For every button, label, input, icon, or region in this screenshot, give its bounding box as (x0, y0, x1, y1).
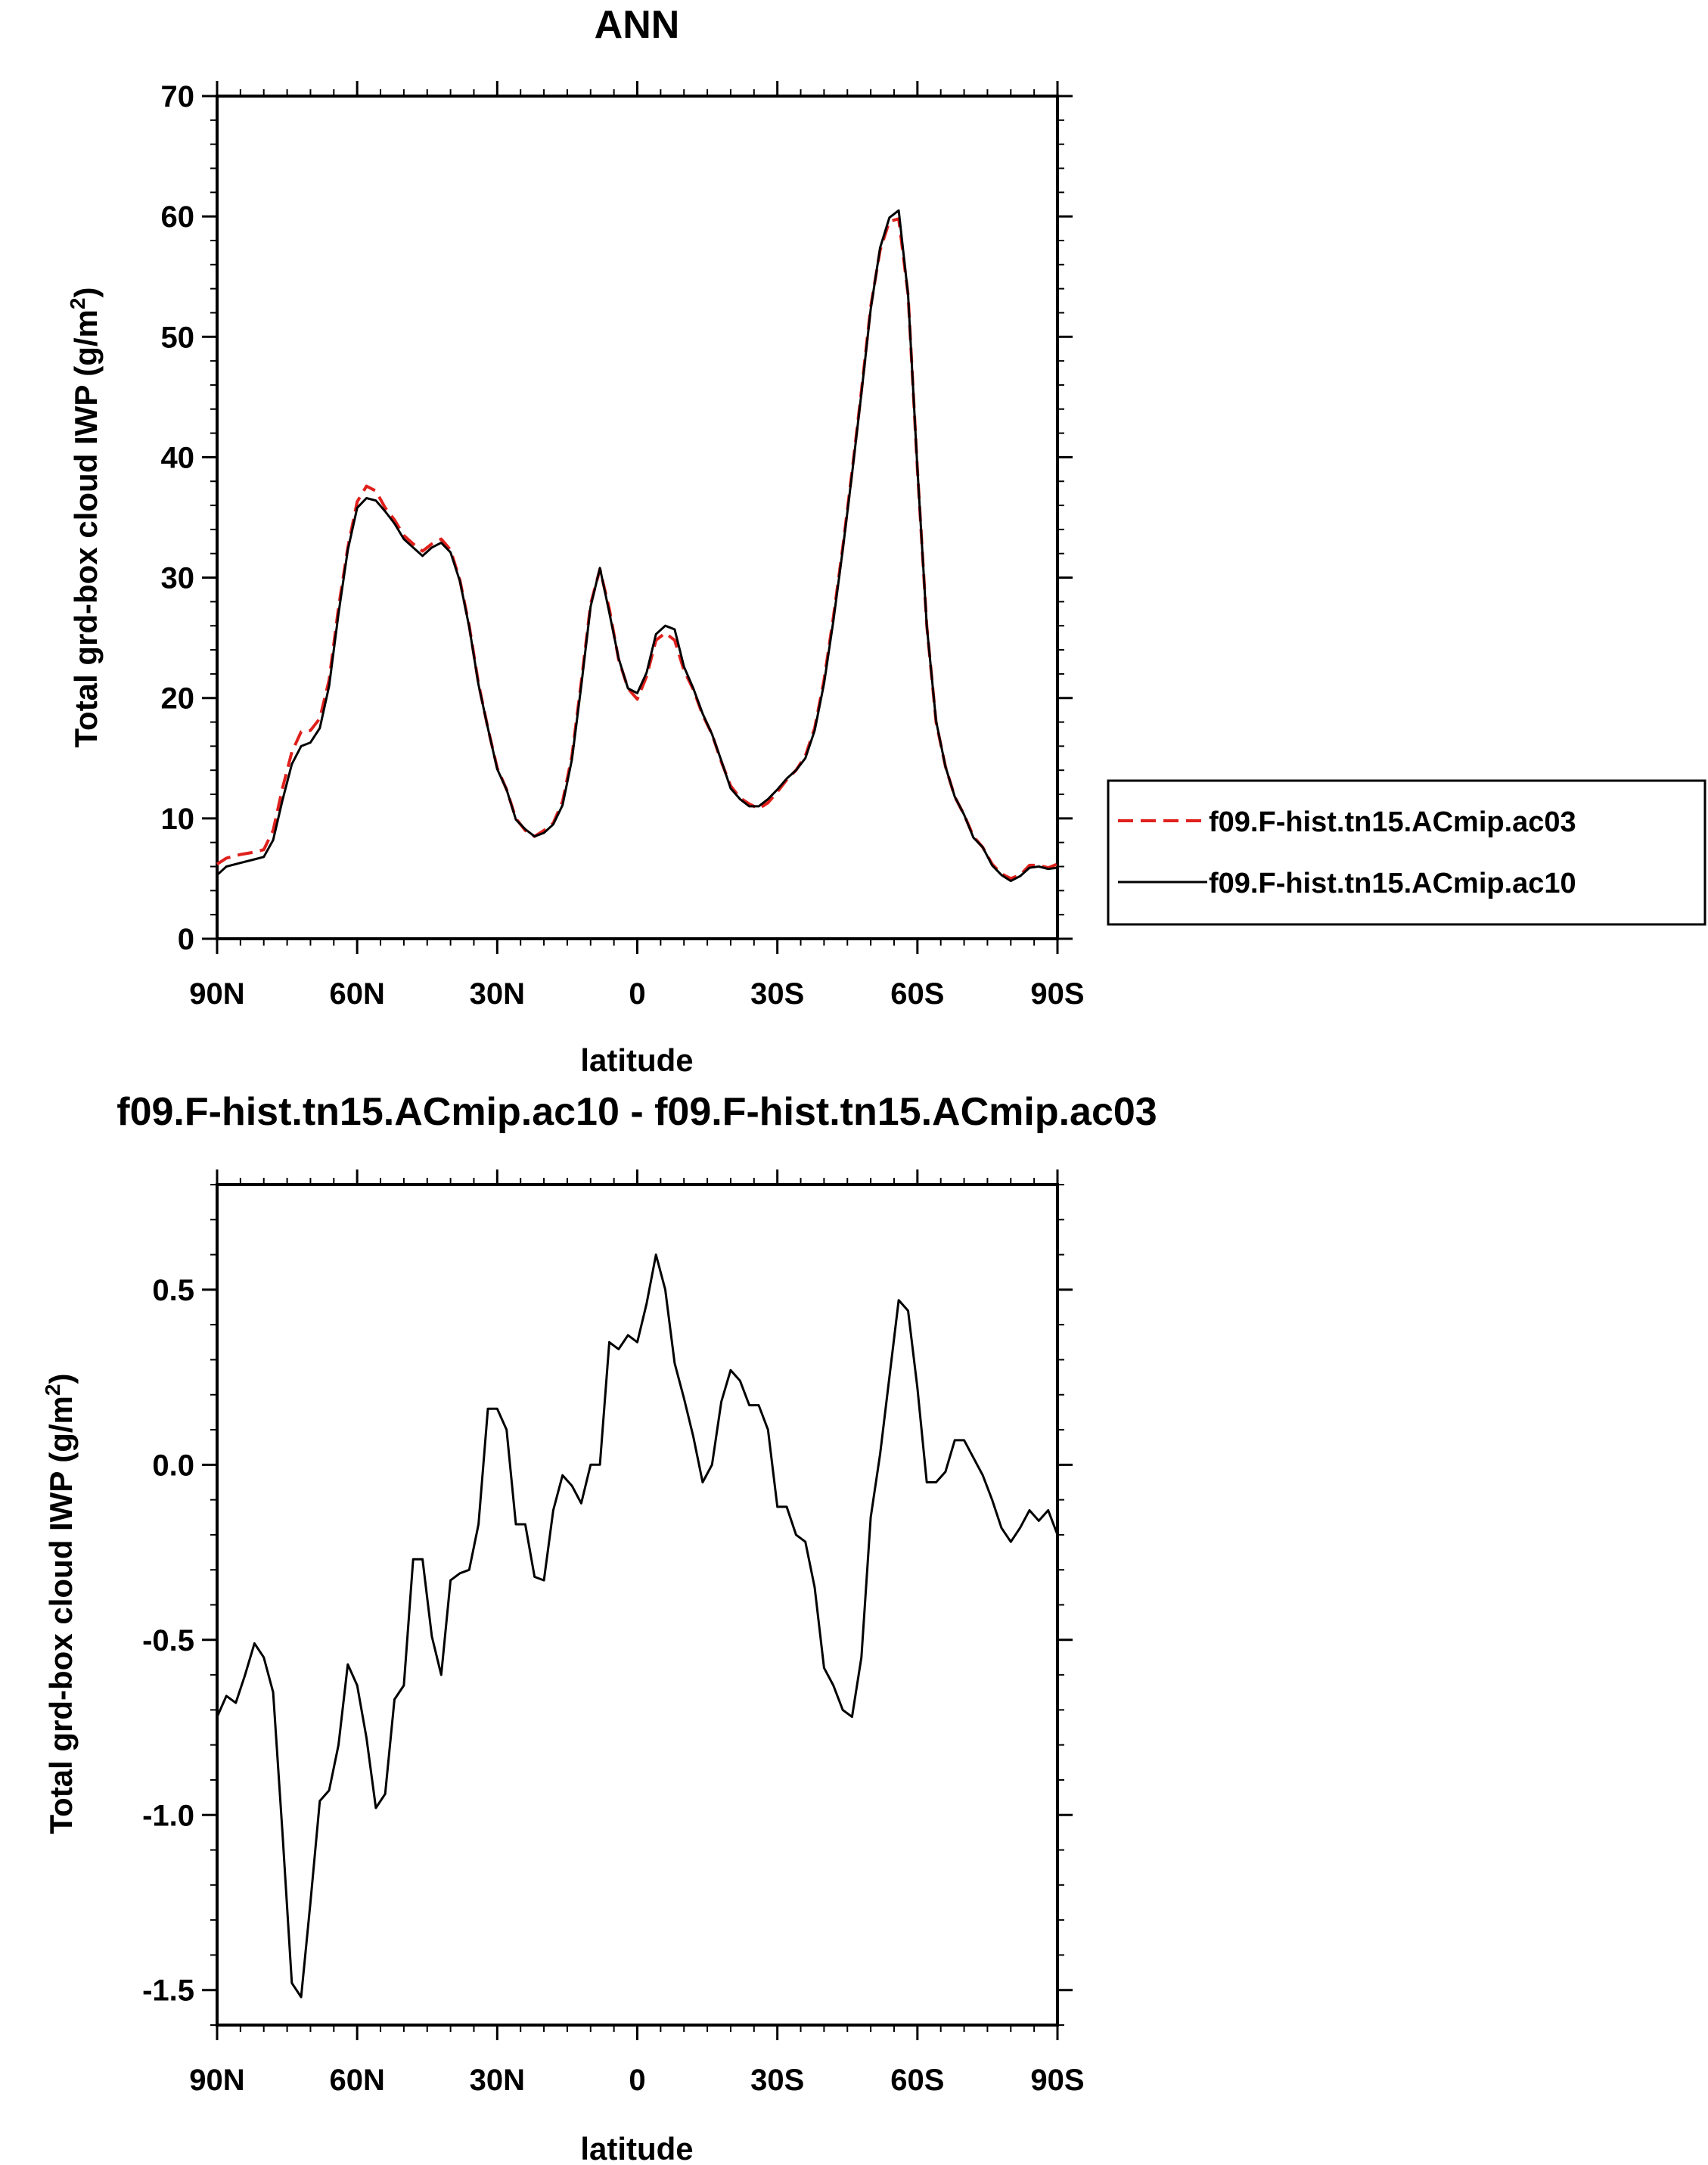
plot-frame (216, 95, 1059, 940)
x-tick-label: 90N (189, 2064, 244, 2097)
x-tick-label: 30N (470, 977, 525, 1011)
y-axis-label-close: ) (68, 287, 104, 298)
chart-title: f09.F-hist.tn15.ACmip.ac10 - f09.F-hist.… (116, 1090, 1157, 1134)
series-line-ac03 (216, 217, 1058, 881)
series-group (216, 209, 1058, 883)
chart-title: ANN (595, 3, 680, 47)
y-axis-label-sup: 2 (66, 298, 89, 310)
x-tick-label: 0 (629, 2064, 645, 2097)
series-line-ac10 (216, 209, 1058, 883)
x-tick-label: 60S (890, 2064, 944, 2097)
y-tick-label: -1.5 (142, 1974, 194, 2008)
tick-marks (202, 81, 1073, 954)
series-group (216, 1253, 1059, 1999)
x-tick-label: 0 (629, 977, 645, 1011)
y-tick-label: 40 (161, 441, 195, 474)
y-axis-label: Total grd-box cloud IWP (g/m2) (66, 287, 104, 748)
y-tick-label: 30 (161, 562, 195, 595)
legend-label-ac03: f09.F-hist.tn15.ACmip.ac03 (1209, 806, 1576, 838)
x-tick-label: 30S (750, 977, 804, 1011)
x-tick-label: 60N (329, 2064, 384, 2097)
x-tick-label: 90S (1030, 2064, 1084, 2097)
y-axis-label-sup: 2 (41, 1384, 64, 1396)
chart-difference: f09.F-hist.tn15.ACmip.ac10 - f09.F-hist.… (41, 1090, 1157, 2165)
legend: f09.F-hist.tn15.ACmip.ac03 f09.F-hist.tn… (1107, 779, 1706, 926)
y-axis-label-main: Total grd-box cloud IWP (g/m (68, 309, 104, 747)
x-tick-labels: 90N 60N 30N 0 30S 60S 90S (189, 977, 1084, 1011)
y-tick-label: 20 (161, 682, 195, 716)
y-tick-labels: 0 10 20 30 40 50 60 70 (161, 80, 195, 956)
tick-marks (202, 1169, 1073, 2040)
y-tick-label: 0 (178, 923, 194, 956)
y-tick-labels: -1.5 -1.0 -0.5 0.0 0.5 (142, 1274, 194, 2008)
x-tick-label: 60N (329, 977, 384, 1011)
x-axis-label: latitude (580, 2131, 693, 2165)
legend-label-ac10: f09.F-hist.tn15.ACmip.ac10 (1209, 868, 1576, 899)
x-tick-label: 60S (890, 977, 944, 1011)
legend-frame (1107, 779, 1706, 926)
x-tick-label: 90S (1030, 977, 1084, 1011)
y-tick-label: 60 (161, 200, 195, 234)
y-tick-label: -0.5 (142, 1624, 194, 1657)
y-axis-label-close: ) (43, 1374, 79, 1384)
y-tick-label: 0.0 (152, 1449, 194, 1482)
y-tick-label: 50 (161, 321, 195, 354)
x-tick-label: 30N (470, 2064, 525, 2097)
x-tick-label: 30S (750, 2064, 804, 2097)
y-tick-label: 0.5 (152, 1274, 194, 1307)
y-axis-label: Total grd-box cloud IWP (g/m2) (41, 1374, 79, 1834)
series-line-difference (216, 1253, 1059, 1999)
y-tick-label: 10 (161, 803, 195, 836)
plot-frame (216, 1183, 1059, 2027)
y-tick-label: 70 (161, 80, 195, 113)
x-tick-label: 90N (189, 977, 244, 1011)
x-axis-label: latitude (580, 1042, 693, 1078)
y-axis-label-main: Total grd-box cloud IWP (g/m (43, 1396, 79, 1834)
y-tick-label: -1.0 (142, 1799, 194, 1832)
x-tick-labels: 90N 60N 30N 0 30S 60S 90S (189, 2064, 1084, 2097)
